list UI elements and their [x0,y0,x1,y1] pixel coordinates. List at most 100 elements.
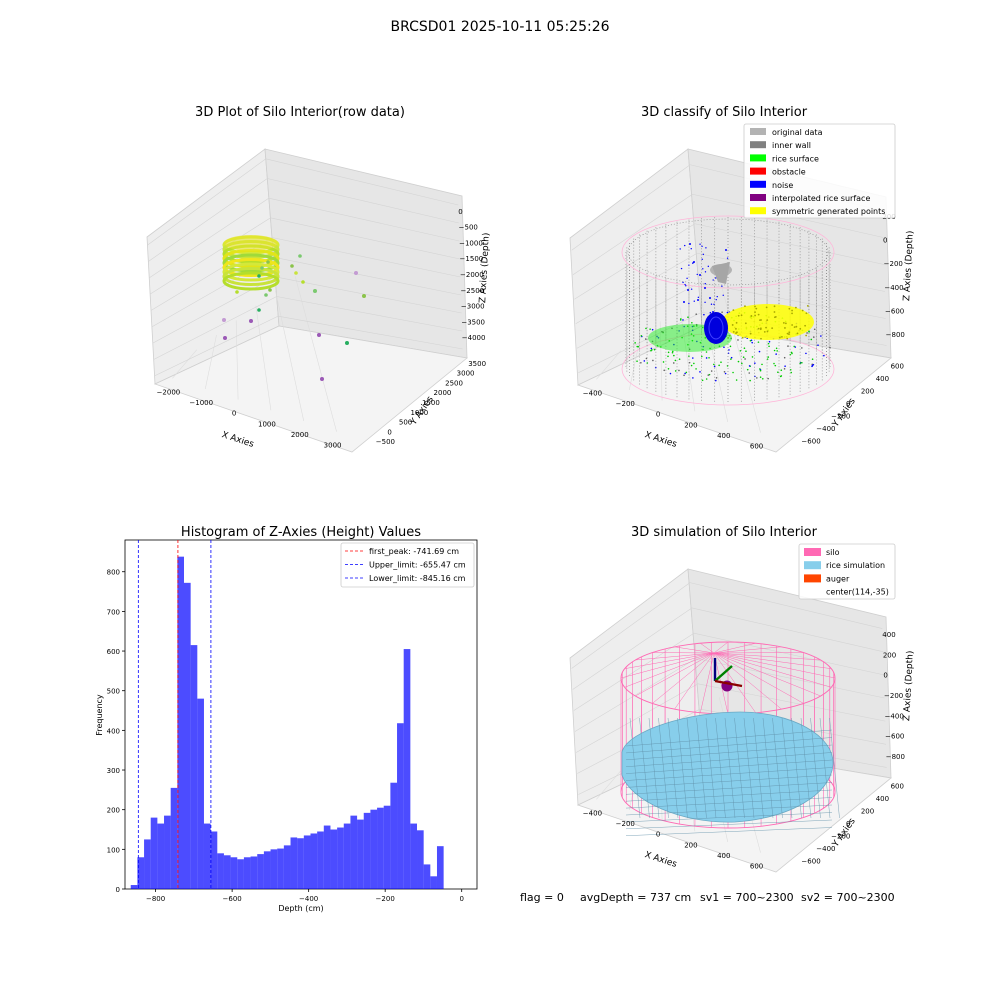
raw-data-3d-panel: 3D Plot of Silo Interior(row data) −2000… [147,105,492,452]
noise-point [716,299,717,300]
histogram-bar [224,855,231,889]
x-tick-label: −200 [616,400,635,408]
y-tick-label: −600 [801,858,820,866]
legend-label: auger [826,574,850,583]
rice-surface-point [663,361,665,363]
histogram-bar [297,838,304,889]
x-tick-label: −200 [616,820,635,828]
y-tick-label: 3500 [468,360,486,368]
legend-label: center(114,-35) [826,588,889,597]
y-tick-label: 400 [876,795,889,803]
symmetric-generated-point [799,328,801,330]
symmetric-generated-point [758,328,760,330]
rice-surface-point [768,345,770,347]
y-tick-label: −600 [801,438,820,446]
x-tick-label: −400 [583,389,602,397]
y-tick-label: −400 [816,845,835,853]
symmetric-generated-point [791,310,793,312]
y-tick-label: 200 [861,387,874,395]
x-tick-label: 200 [684,421,697,429]
x-tick-label: −400 [583,809,602,817]
y-tick-label: 0 [387,428,391,436]
noise-point [709,297,711,299]
z-tick-label: −4000 [462,334,486,342]
y-tick-label: 500 [107,688,120,696]
rice-surface-point [774,365,776,367]
legend-label: inner wall [772,141,811,150]
histogram-bar [410,824,417,889]
y-tick-label: 2000 [434,389,452,397]
x-tick-label: −200 [376,895,395,903]
noise-point [699,243,700,244]
symmetric-generated-point [786,338,788,340]
symmetric-generated-point [766,306,768,308]
symmetric-generated-point [805,335,807,337]
rice-surface-point [683,375,685,377]
rice-surface-point [745,350,747,352]
rice-surface-point [691,322,693,324]
symmetric-generated-point [774,305,776,307]
z-tick-label: 200 [883,651,896,659]
histogram-bar [211,831,218,889]
classify-xlabel: X Axies [643,430,678,450]
rice-surface-point [634,342,636,344]
rice-surface-point [787,345,789,347]
symmetric-generated-point [807,305,809,307]
z-tick-label: −400 [885,712,904,720]
symmetric-generated-point [788,308,790,310]
x-tick-label: 400 [717,432,730,440]
histogram-bar [390,783,397,889]
noise-point [705,283,706,284]
symmetric-generated-point [754,311,756,313]
simulation-zlabel: Z Axies (Depth) [902,650,916,721]
symmetric-generated-point [754,306,756,308]
z-tick-label: −800 [886,331,905,339]
x-tick-label: 1000 [258,420,276,428]
rice-surface-point [730,358,732,360]
x-tick-label: −1000 [189,399,213,407]
histogram-bar [131,885,138,889]
raw-data-ring-top [224,235,278,251]
symmetric-generated-point [754,315,756,317]
legend-label: Upper_limit: -655.47 cm [369,561,466,570]
raw-data-title: 3D Plot of Silo Interior(row data) [195,105,405,120]
histogram-bar [217,853,224,889]
rice-surface-point [715,380,717,382]
rice-surface-point [714,366,716,368]
x-tick-label: −400 [299,895,318,903]
y-tick-label: 0 [116,886,120,894]
rice-surface-point [737,339,739,341]
histogram-bar [177,557,184,889]
rice-surface-point [668,352,670,354]
histogram-bar [350,816,357,889]
symmetric-generated-point [759,319,761,321]
z-tick-label: −600 [885,733,904,741]
histogram-bar [257,854,264,889]
symmetric-generated-point [750,315,752,317]
rice-surface-point [693,363,695,365]
rice-surface-point [645,328,647,330]
noise-point [704,287,706,289]
symmetric-generated-point [791,324,793,326]
legend-swatch [804,574,821,582]
symmetric-generated-point [785,323,787,325]
rice-surface-point [673,355,675,357]
rice-surface-point [811,339,813,341]
rice-surface-point [673,362,675,364]
rice-surface-point [716,377,718,379]
raw-data-point [266,260,270,264]
rice-surface-point [767,356,769,358]
rice-surface-point [759,351,761,353]
rice-surface-point [721,311,723,313]
noise-point [705,247,706,248]
symmetric-generated-point [774,311,776,313]
z-tick-label: −800 [886,753,905,761]
simulation-legend: silorice simulationaugercenter(114,-35) [799,544,895,599]
rice-surface-point [651,348,653,350]
noise-point [687,289,689,291]
rice-surface-point [723,346,725,348]
y-tick-label: 200 [107,807,120,815]
rice-surface-point [675,370,677,372]
legend-swatch [750,168,766,175]
rice-surface-point [769,341,771,343]
